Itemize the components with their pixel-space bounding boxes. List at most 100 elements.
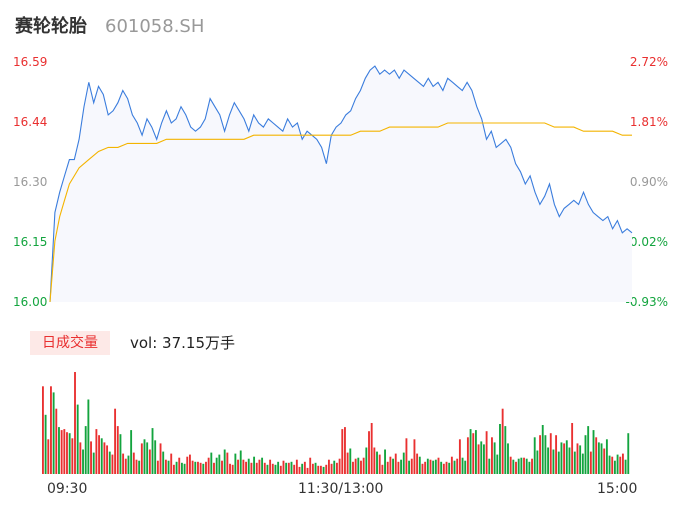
volume-bar [362, 457, 365, 474]
volume-bar [453, 460, 456, 474]
volume-bar [418, 456, 421, 474]
volume-bar [279, 465, 282, 474]
volume-bar [354, 458, 357, 474]
volume-bar [381, 464, 384, 474]
volume-bar [429, 459, 432, 474]
volume-bar [410, 458, 413, 474]
volume-bar [162, 451, 165, 474]
volume-bar [464, 460, 467, 474]
volume-bar [100, 438, 103, 474]
volume-bar [589, 451, 592, 474]
volume-bar [370, 423, 373, 474]
volume-bar [151, 428, 154, 474]
volume-bar [271, 463, 274, 474]
percent-tick-label: -0.02% [625, 235, 668, 249]
volume-bar [573, 451, 576, 474]
volume-bar [517, 458, 520, 474]
volume-bar [616, 454, 619, 474]
volume-bar [74, 372, 76, 474]
volume-bar [250, 462, 253, 474]
volume-bar [183, 463, 186, 474]
volume-bar [119, 434, 122, 474]
price-tick-label: 16.30 [13, 175, 48, 189]
volume-bar [309, 457, 312, 474]
volume-bar [298, 466, 301, 474]
volume-bar [408, 460, 411, 474]
volume-bar [156, 460, 159, 474]
volume-bar [140, 443, 143, 474]
volume-bar [87, 399, 90, 474]
volume-bar [448, 462, 451, 474]
volume-bar [507, 443, 509, 474]
volume-bar [92, 452, 95, 474]
stock-name: 赛轮轮胎 [15, 16, 87, 37]
volume-readout: vol: 37.15万手 [130, 334, 235, 352]
volume-bar [474, 430, 477, 474]
volume-bar [66, 432, 68, 474]
volume-bar [122, 453, 125, 474]
time-tick-label: 15:00 [597, 481, 638, 497]
volume-bar [483, 444, 485, 474]
volume-bar [336, 462, 338, 474]
volume-bar [389, 456, 392, 474]
volume-bar [111, 454, 114, 474]
volume-bar [416, 453, 419, 474]
volume-bar [437, 457, 440, 474]
volume-bar [330, 463, 333, 474]
volume-bar [239, 450, 242, 474]
volume-bar [368, 431, 370, 474]
volume-bar [186, 456, 189, 474]
volume-bar [322, 466, 325, 474]
price-area-fill [50, 66, 632, 302]
volume-bar [565, 440, 568, 474]
volume-bar [132, 452, 135, 474]
volume-bar [84, 426, 87, 474]
volume-bar [231, 464, 234, 474]
volume-bar [547, 447, 550, 474]
average-price-line [49, 122, 632, 303]
volume-bar [148, 449, 151, 474]
volume-bar [223, 449, 226, 474]
volume-bar [600, 443, 603, 474]
volume-bar [287, 462, 290, 474]
volume-bar [587, 426, 590, 474]
volume-bar [261, 457, 264, 474]
volume-bar [108, 451, 111, 474]
volume-bar [528, 461, 531, 474]
volume-bar [592, 430, 595, 474]
volume-bar [47, 439, 50, 474]
volume-bar [520, 457, 523, 474]
volume-bar [234, 453, 237, 474]
volume-bar [627, 433, 630, 474]
volume-bar [493, 442, 496, 474]
volume-bar [167, 460, 170, 474]
volume-bar [42, 386, 44, 474]
volume-bar [442, 463, 445, 474]
volume-bar [255, 462, 258, 474]
volume-bar [189, 454, 191, 474]
volume-bar [445, 461, 448, 474]
volume-bar [488, 458, 491, 474]
volume-bar [611, 456, 614, 474]
volume-bar [207, 457, 210, 474]
volume-bar [349, 448, 352, 474]
volume-bar [98, 435, 100, 474]
volume-bar [504, 426, 507, 474]
volume-bar [164, 459, 167, 474]
volume-bar [114, 408, 117, 474]
volume-bar [333, 460, 336, 474]
volume-bar [477, 444, 480, 474]
volume-bar [95, 429, 98, 474]
volume-bar [512, 459, 515, 474]
volume-bar [552, 449, 555, 474]
volume-bar [560, 442, 563, 474]
volume-bar [402, 452, 405, 474]
volume-bar [563, 443, 566, 474]
volume-bar [579, 445, 582, 474]
volume-bar [159, 443, 162, 474]
volume-bar [338, 458, 341, 474]
volume-bar [135, 459, 138, 474]
volume-bar [124, 458, 127, 474]
volume-bar [325, 464, 328, 474]
